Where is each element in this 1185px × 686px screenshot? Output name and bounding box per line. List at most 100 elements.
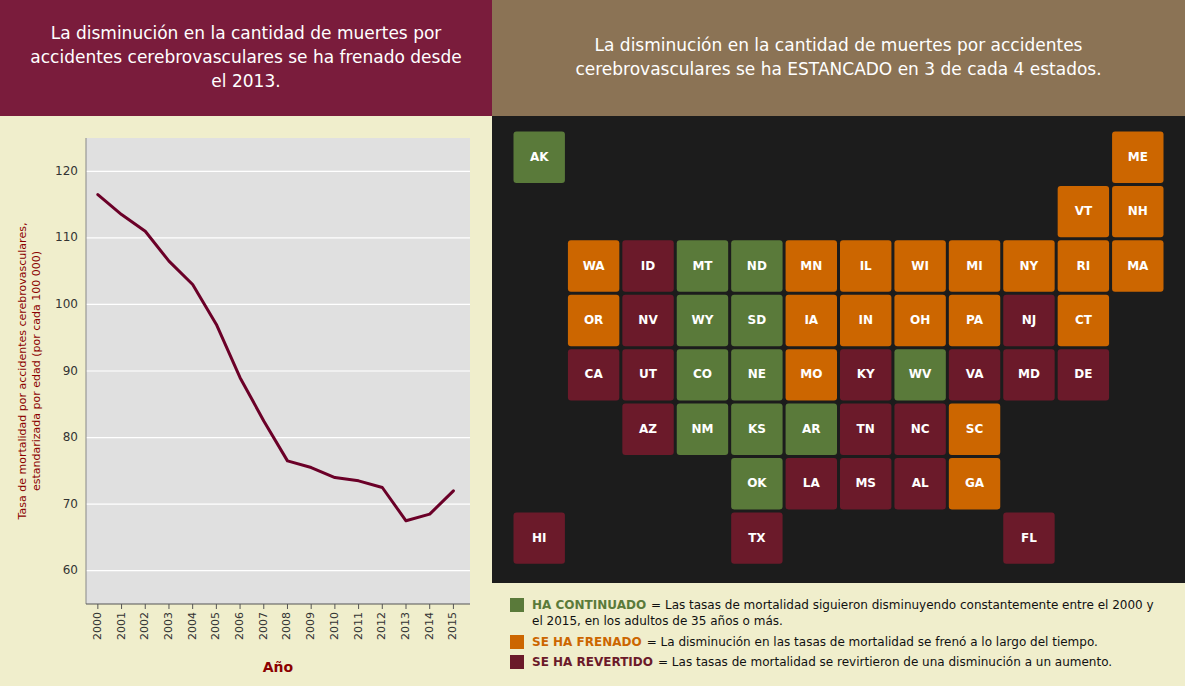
grid-line xyxy=(86,171,470,172)
state-label: FL xyxy=(1021,531,1037,545)
state-label: MA xyxy=(1127,259,1149,273)
state-label: TN xyxy=(857,422,875,436)
x-tick xyxy=(192,604,193,609)
y-tick-label: 120 xyxy=(55,164,78,178)
state-tile xyxy=(677,295,728,346)
state-label: IL xyxy=(860,259,872,273)
state-label: AR xyxy=(802,422,821,436)
state-label: CA xyxy=(585,367,604,381)
state-tile xyxy=(677,349,728,400)
state-tile xyxy=(894,240,945,291)
state-tile xyxy=(731,512,782,563)
state-label: NV xyxy=(638,313,658,327)
state-tile xyxy=(622,295,673,346)
legend-entry: SE HA REVERTIDO= Las tasas de mortalidad… xyxy=(510,654,1167,670)
state-tile xyxy=(677,404,728,455)
x-tick xyxy=(311,604,312,609)
legend-text: SE HA FRENADO= La disminución en las tas… xyxy=(532,634,1098,650)
state-label: IA xyxy=(804,313,818,327)
x-tick xyxy=(382,604,383,609)
legend: HA CONTINUADO = Las tasas de mortalidad s… xyxy=(492,583,1185,686)
state-label: WA xyxy=(583,259,606,273)
legend-description: = Las tasas de mortalidad se revirtieron… xyxy=(658,655,1112,669)
x-tick xyxy=(358,604,359,609)
state-tile xyxy=(731,240,782,291)
state-tile xyxy=(731,404,782,455)
state-label: TX xyxy=(748,531,766,545)
title: La disminución en la cantidad de muertes… xyxy=(0,0,492,116)
state-tile xyxy=(786,349,837,400)
state-label: CT xyxy=(1075,313,1093,327)
line-chart: 6070809010011012020002001200220032004200… xyxy=(0,116,492,682)
state-tile xyxy=(894,458,945,509)
y-tick-label: 70 xyxy=(63,497,78,511)
state-tile xyxy=(840,404,891,455)
state-tile xyxy=(894,295,945,346)
x-tick-label: 2003 xyxy=(162,612,175,640)
state-tile xyxy=(622,404,673,455)
state-tile xyxy=(894,404,945,455)
state-label: PA xyxy=(966,313,984,327)
y-tick-label: 90 xyxy=(63,364,78,378)
left-panel: La disminución en la cantidad de muertes… xyxy=(0,0,492,686)
title: La disminución en la cantidad de muertes… xyxy=(492,0,1185,116)
state-tile xyxy=(840,458,891,509)
legend-text: SE HA REVERTIDO= Las tasas de mortalidad… xyxy=(532,654,1112,670)
grid-line xyxy=(86,504,470,505)
right-panel: La disminución en la cantidad de muertes… xyxy=(492,0,1185,686)
state-label: NE xyxy=(748,367,766,381)
state-tile xyxy=(514,131,565,182)
x-tick xyxy=(287,604,288,609)
state-tile xyxy=(1112,186,1163,237)
legend-description: = La disminución en las tasas de mortali… xyxy=(647,635,1098,649)
state-tile xyxy=(677,240,728,291)
state-label: GA xyxy=(965,476,985,490)
state-tile xyxy=(786,404,837,455)
state-label: WV xyxy=(909,367,932,381)
state-label: ME xyxy=(1128,150,1148,164)
state-tile xyxy=(786,458,837,509)
state-tile xyxy=(949,240,1000,291)
state-label: HI xyxy=(532,531,547,545)
plot-background xyxy=(86,138,470,604)
state-label: VA xyxy=(966,367,984,381)
x-tick xyxy=(334,604,335,609)
x-tick xyxy=(263,604,264,609)
state-label: OR xyxy=(584,313,603,327)
state-tile xyxy=(1003,512,1054,563)
state-tile xyxy=(731,458,782,509)
y-axis-label-line: estandarizada por edad (por cada 100 000… xyxy=(30,251,43,491)
x-tick-label: 2012 xyxy=(375,612,388,640)
state-tile xyxy=(786,240,837,291)
legend-entry: SE HA FRENADO= La disminución en las tas… xyxy=(510,634,1167,650)
x-axis-line xyxy=(86,604,470,605)
state-tile xyxy=(1003,295,1054,346)
state-label: AZ xyxy=(639,422,657,436)
state-tile xyxy=(786,295,837,346)
x-tick-label: 2004 xyxy=(186,612,199,640)
state-label: RI xyxy=(1077,259,1091,273)
x-tick-label: 2008 xyxy=(280,612,293,640)
state-label: ID xyxy=(641,259,655,273)
tile-map: AKMEVTNHWAIDMTNDMNILWIMINYRIMAORNVWYSDIA… xyxy=(492,116,1185,579)
state-label: SC xyxy=(966,422,984,436)
y-tick-label: 110 xyxy=(55,230,78,244)
state-tile xyxy=(568,349,619,400)
line xyxy=(98,195,454,521)
x-tick-label: 2015 xyxy=(446,612,459,640)
state-label: DE xyxy=(1074,367,1092,381)
state-label: ND xyxy=(747,259,767,273)
state-tile xyxy=(840,240,891,291)
grid-line xyxy=(86,237,470,238)
legend-label: HA CONTINUADO xyxy=(532,598,646,612)
state-tile xyxy=(949,404,1000,455)
state-tile xyxy=(1112,131,1163,182)
x-tick-label: 2009 xyxy=(304,612,317,640)
state-label: MO xyxy=(800,367,822,381)
y-axis-label-line: Tasa de mortalidad por accidentes cerebr… xyxy=(16,223,29,521)
state-tile xyxy=(949,458,1000,509)
x-tick xyxy=(406,604,407,609)
x-tick xyxy=(168,604,169,609)
state-label: LA xyxy=(803,476,821,490)
x-tick xyxy=(216,604,217,609)
